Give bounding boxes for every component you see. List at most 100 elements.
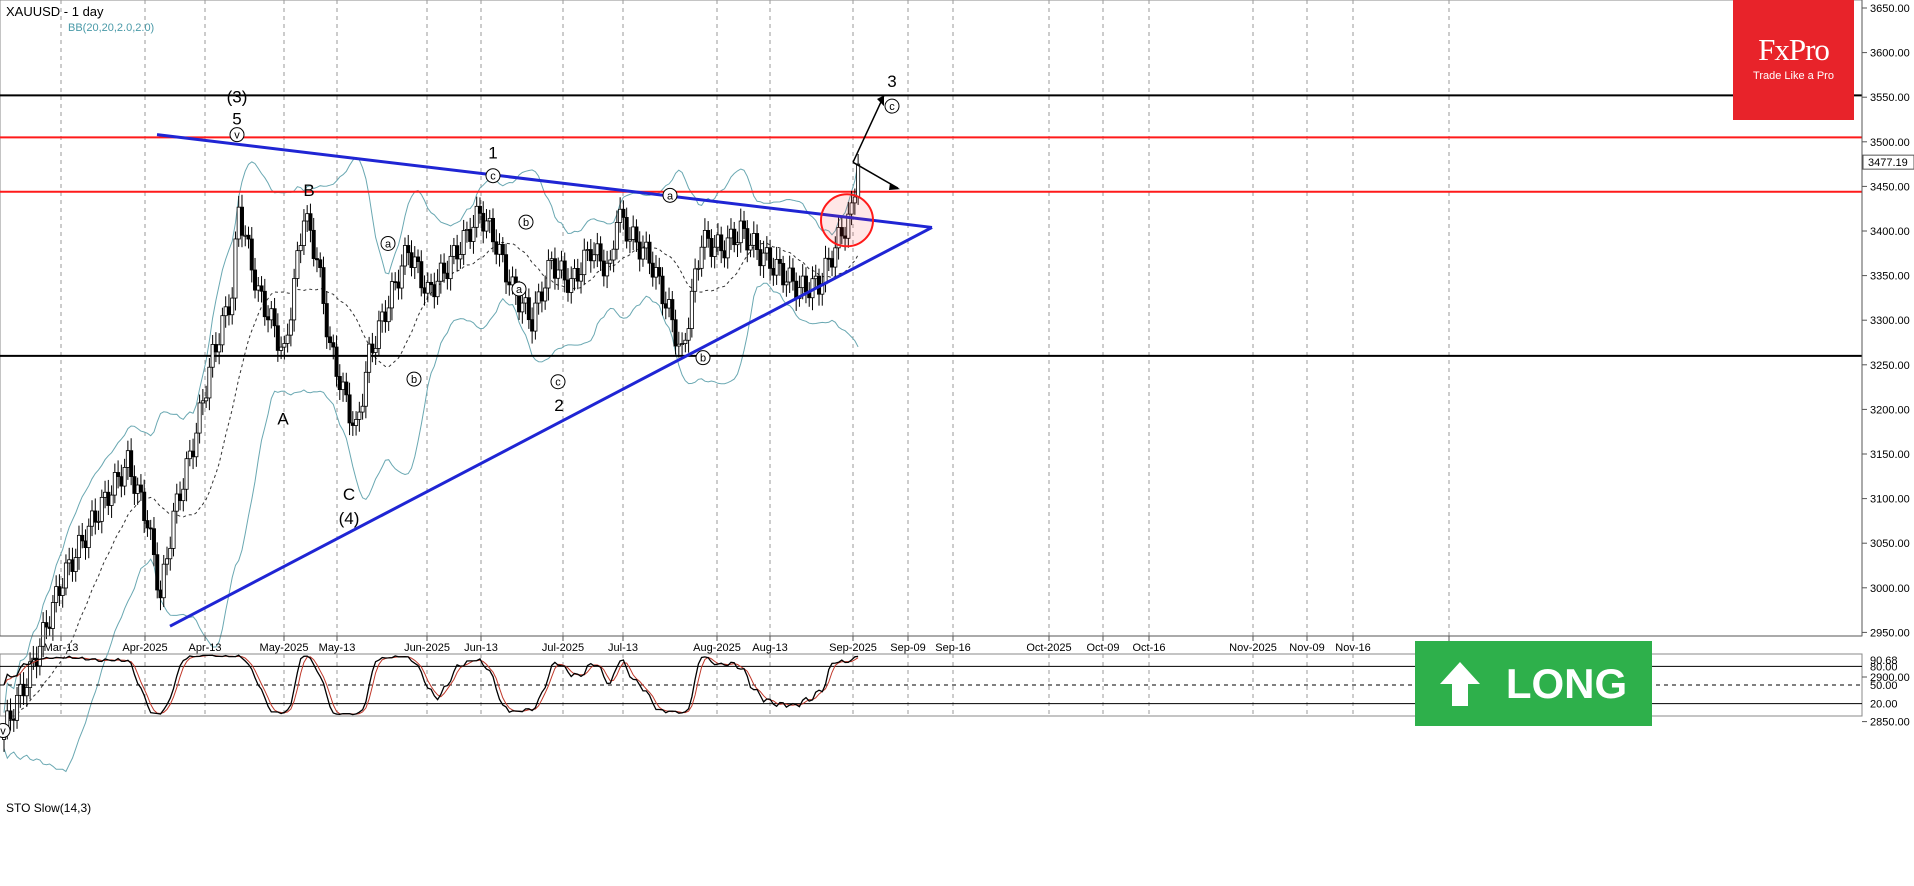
wave-label: c xyxy=(555,377,561,389)
candle-body xyxy=(279,346,284,351)
candle-body xyxy=(442,262,447,274)
candle-body xyxy=(125,450,130,468)
arrowhead-up xyxy=(877,95,884,107)
candle-body xyxy=(230,297,235,316)
candle-body xyxy=(266,316,271,321)
sto-d-line xyxy=(3,654,859,715)
candle-body xyxy=(624,217,629,242)
candle-body xyxy=(461,230,466,255)
candle-body xyxy=(135,484,140,494)
candle-body xyxy=(634,226,639,243)
candle-body xyxy=(803,275,808,293)
candle-body xyxy=(693,268,698,292)
wave-circle xyxy=(0,723,11,739)
candle-body xyxy=(458,254,463,260)
candle-body xyxy=(856,163,861,198)
time-axis: Mar-13 Apr-2025 Apr-13 May-2025 May-13 Jun-20… xyxy=(0,635,1862,654)
candle-body xyxy=(331,342,336,348)
candle-body xyxy=(702,230,707,248)
candle-body xyxy=(223,306,228,317)
time-tick-label: Jun-2025 xyxy=(404,642,450,654)
candle-body xyxy=(526,297,531,321)
candle-body xyxy=(360,405,365,413)
wave-label: a xyxy=(385,238,392,250)
price-tick-label: 2850.00 xyxy=(1870,717,1910,729)
candle-body xyxy=(47,626,52,629)
price-tick-label: 2900.00 xyxy=(1870,672,1910,684)
candle-body xyxy=(161,563,166,599)
candle-body xyxy=(836,227,841,249)
wave-label: v xyxy=(0,726,6,738)
sto-panel-frame xyxy=(0,653,1863,717)
wave-label: a xyxy=(516,284,523,296)
candle-body xyxy=(70,559,75,572)
time-tick-label: Oct-09 xyxy=(1086,642,1119,654)
sto-k-line xyxy=(3,654,859,716)
candle-body xyxy=(797,287,802,299)
candle-body xyxy=(712,246,717,257)
wave-label: A xyxy=(277,409,289,428)
wave-label: C xyxy=(343,485,355,504)
candle-body xyxy=(637,241,642,260)
candle-body xyxy=(543,287,548,302)
candle-body xyxy=(575,268,580,282)
candle-body xyxy=(412,256,417,268)
candle-body xyxy=(605,262,610,277)
wave-circle xyxy=(406,371,422,387)
price-tick-label: 3250.00 xyxy=(1870,360,1910,372)
candle-body xyxy=(823,257,828,285)
candle-body xyxy=(86,525,91,549)
candle-body xyxy=(696,267,701,270)
time-tick-label: Oct-16 xyxy=(1132,642,1165,654)
candle-body xyxy=(768,247,773,269)
candle-body xyxy=(158,589,163,599)
wave-circle xyxy=(485,168,501,184)
candle-body xyxy=(76,534,81,558)
candle-body xyxy=(256,285,261,291)
price-tick-label: 3350.00 xyxy=(1870,271,1910,283)
candle-body xyxy=(435,280,440,298)
candle-body xyxy=(471,226,476,242)
time-tick-label: Apr-13 xyxy=(188,642,221,654)
candle-body xyxy=(187,450,192,460)
candle-body xyxy=(93,510,98,523)
candle-body xyxy=(477,205,482,214)
candle-body xyxy=(680,343,685,345)
bollinger-label: BB(20,20,2.0,2.0) xyxy=(68,22,155,34)
wave-label: 5 xyxy=(232,110,241,129)
candle-body xyxy=(709,238,714,257)
candle-body xyxy=(839,227,844,237)
candle-body xyxy=(298,245,303,252)
time-tick-label: Jul-13 xyxy=(608,642,638,654)
candle-body xyxy=(402,245,407,267)
sto-tick-label: 20.00 xyxy=(1870,699,1898,711)
candle-body xyxy=(363,371,368,407)
candle-body xyxy=(751,233,756,246)
candle-body xyxy=(689,290,694,329)
candle-body xyxy=(673,319,678,347)
candle-body xyxy=(204,397,209,402)
candle-body xyxy=(178,493,183,502)
candle-body xyxy=(745,228,750,251)
candle-body xyxy=(686,328,691,341)
candle-body xyxy=(559,260,564,271)
candle-body xyxy=(112,472,117,496)
candle-body xyxy=(468,229,473,242)
candle-body xyxy=(119,476,124,487)
candle-body xyxy=(419,261,424,289)
wave-circle xyxy=(511,281,527,297)
candle-body xyxy=(654,267,659,278)
candle-body xyxy=(337,376,342,391)
candle-body xyxy=(246,234,251,240)
candle-body xyxy=(236,206,241,240)
candle-body xyxy=(8,710,13,720)
wave-circle xyxy=(380,235,396,251)
candle-body xyxy=(243,234,248,237)
candle-body xyxy=(259,285,264,292)
candle-body xyxy=(386,307,391,323)
candle-body xyxy=(151,528,156,556)
candle-body xyxy=(122,467,127,487)
candle-body xyxy=(350,422,355,426)
candle-body xyxy=(275,325,280,351)
price-tick-label: 3600.00 xyxy=(1870,48,1910,60)
